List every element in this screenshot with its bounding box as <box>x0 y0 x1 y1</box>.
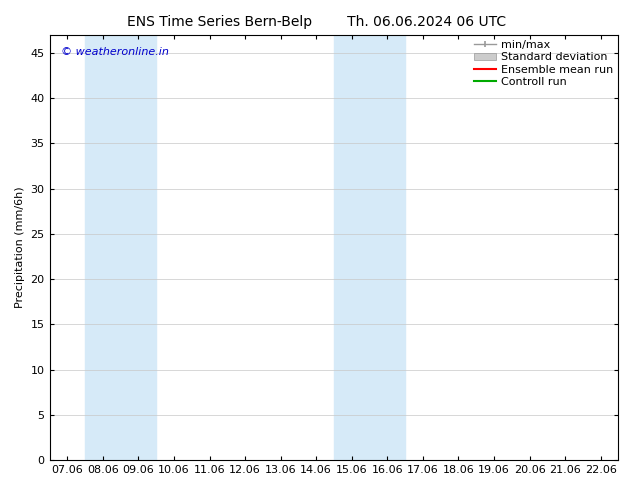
Text: © weatheronline.in: © weatheronline.in <box>61 48 169 57</box>
Legend: min/max, Standard deviation, Ensemble mean run, Controll run: min/max, Standard deviation, Ensemble me… <box>472 38 615 89</box>
Bar <box>334 35 405 460</box>
Y-axis label: Precipitation (mm/6h): Precipitation (mm/6h) <box>15 187 25 308</box>
Bar <box>85 35 156 460</box>
Text: ENS Time Series Bern-Belp        Th. 06.06.2024 06 UTC: ENS Time Series Bern-Belp Th. 06.06.2024… <box>127 15 507 29</box>
